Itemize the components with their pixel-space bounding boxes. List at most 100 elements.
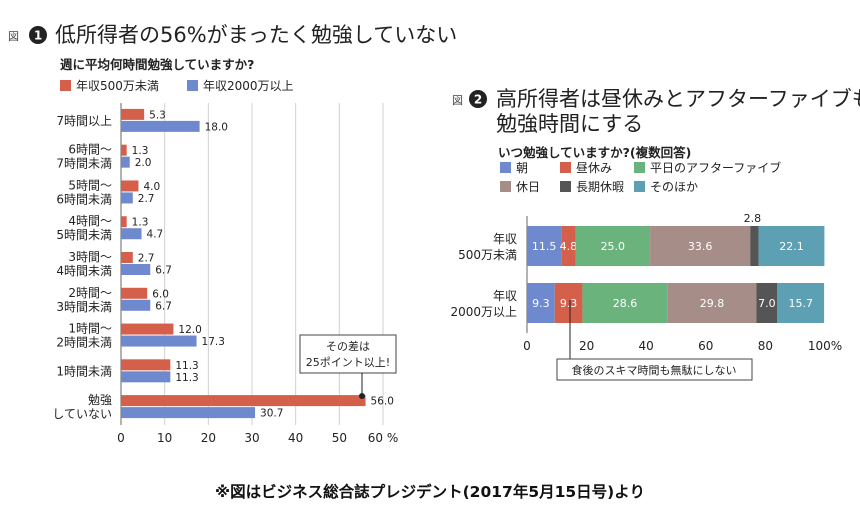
figure1-bar (121, 287, 148, 299)
figure2-segment (575, 226, 651, 266)
figure1-category-label: 6時間未満 (56, 192, 112, 206)
figure2-callout-text: 食後のスキマ時間も無駄にしない (572, 363, 737, 377)
figure1-callout-dot (359, 393, 365, 399)
figure1-bar (121, 228, 142, 240)
figure1-value-label: 6.7 (155, 300, 172, 312)
figure2-title-line2: 勉強時間にする (496, 112, 643, 136)
figure1-tick-label: 50 (332, 431, 347, 445)
figure1-bar (121, 299, 151, 311)
figure2-category-label: 2000万以上 (450, 305, 517, 319)
figure2-value-label: 11.5 (532, 240, 557, 253)
figure1-bar (121, 120, 200, 132)
figure1-callout: その差は 25ポイント以上! (299, 334, 397, 399)
figure1-tick-label: 30 (244, 431, 259, 445)
figure1-badge-icon (29, 26, 47, 44)
figure2-tick-label: 40 (639, 339, 654, 353)
figure1-tick-label: 40 (288, 431, 303, 445)
figure1-value-label: 2.7 (138, 253, 155, 265)
figure1-category-label: 3時間未満 (56, 300, 112, 314)
figure1-value-label: 2.0 (135, 157, 152, 169)
figure1-legend-swatch-low (60, 80, 71, 91)
figure1-bar (121, 335, 197, 347)
source-footer: ※図はビジネス総合誌プレジデント(2017年5月15日号)より (215, 482, 645, 501)
figure1-category-label: 1時間未満 (56, 364, 112, 378)
figure2-title-line1: 高所得者は昼休みとアフターファイブも (496, 87, 860, 111)
figure2-segment (527, 283, 555, 323)
figure1-category-label: 3時間〜 (68, 250, 112, 264)
figure2-value-label: 22.1 (779, 240, 804, 253)
figure1-category-label: 7時間未満 (56, 157, 112, 171)
figure1-legend-low: 年収500万未満 (76, 79, 159, 93)
figure1-subtitle: 週に平均何時間勉強していますか? (60, 57, 254, 72)
figure2-legend-swatch (500, 181, 511, 192)
figure1-category-label: 2時間〜 (68, 286, 112, 300)
figure1-bar (121, 395, 366, 407)
figure1-category-label: 4時間〜 (68, 214, 112, 228)
figure1-bar (121, 192, 133, 204)
figure1-bar (121, 156, 130, 168)
figure2-legend-swatch (634, 181, 645, 192)
figure1-legend-high: 年収2000万以上 (203, 79, 294, 93)
figure2-legend-label: 長期休暇 (576, 180, 624, 194)
figure1-label: 図 (8, 30, 19, 43)
figure2-tick-label: 60 (698, 339, 713, 353)
figure2-segment (582, 283, 668, 323)
figure1-bar (121, 371, 171, 383)
figure1-category-label: していない (52, 407, 112, 421)
figure2-legend-swatch (500, 162, 511, 173)
figure2-tick-label: 20 (579, 339, 594, 353)
figure2-legend-label: 平日のアフターファイブ (650, 160, 781, 175)
figure2-badge-icon (469, 90, 487, 108)
figure2-value-label: 33.6 (688, 240, 713, 253)
figure1-value-label: 12.0 (178, 324, 201, 336)
figure1-callout-line1: その差は (326, 339, 370, 353)
figure1-value-label: 5.3 (149, 109, 166, 121)
figure1-badge-number: 1 (34, 29, 42, 43)
figure1-category-label: 4時間未満 (56, 264, 112, 278)
figure2-segment (667, 283, 757, 323)
figure2-segment (750, 226, 759, 266)
figure1-tick-label: 20 (201, 431, 216, 445)
figure2-segment (756, 283, 778, 323)
figure2-segment (777, 283, 825, 323)
figure2-value-label: 7.0 (758, 297, 776, 310)
figure2-segment (561, 226, 576, 266)
figure1-category-label: 2時間未満 (56, 336, 112, 350)
figure1-bar (121, 407, 256, 419)
figure2-legend-label: 昼休み (576, 161, 612, 175)
figure2-badge-number: 2 (474, 93, 482, 107)
figure2-callout: 食後のスキマ時間も無駄にしない (556, 300, 753, 381)
figure2-category-label: 年収 (493, 289, 517, 303)
figure2-value-label: 15.7 (788, 297, 813, 310)
figure1-chart: 0 10 20 30 40 50 60 %7時間以上 5.318.06時間〜7時間未満1.32… (52, 103, 398, 445)
figure2-tick-label: 0 (523, 339, 531, 353)
figure2-segment (527, 226, 562, 266)
figure1-bar (121, 252, 133, 263)
figure1-bar (121, 323, 174, 335)
figure1-value-label: 4.7 (147, 229, 164, 241)
figure1-tick-label: 60 % (368, 431, 399, 445)
figure1-legend-swatch-high (187, 80, 198, 91)
figure1-bar (121, 216, 127, 228)
figure2-chart: 0 20 40 60 80 100% 年収 500万未満 11.5 4.8 25.0 33.6 2.8 2… (450, 212, 842, 353)
figure1-value-label: 56.0 (371, 396, 394, 408)
figure2-value-label: 9.3 (532, 297, 550, 310)
figure1-value-label: 1.3 (132, 145, 149, 157)
figure2-value-label: 29.8 (700, 297, 725, 310)
figure1-value-label: 30.7 (260, 408, 283, 420)
figure2-legend-swatch (634, 162, 645, 173)
figure2-segment (650, 226, 751, 266)
figure1-value-label: 4.0 (143, 181, 160, 193)
figure1-value-label: 17.3 (202, 336, 225, 348)
figure2-tick-label: 80 (758, 339, 773, 353)
figure2-segment (554, 283, 583, 323)
figure1-value-label: 6.0 (152, 288, 169, 300)
figure2-legend-label: そのほか (650, 180, 698, 194)
figure2-legend-swatch (560, 162, 571, 173)
figure1-category-label: 5時間〜 (68, 178, 112, 192)
figure1-value-label: 1.3 (132, 217, 149, 229)
figure2-legend-swatch (560, 181, 571, 192)
figure1-value-label: 6.7 (155, 265, 172, 277)
figure1-category-label: 1時間〜 (68, 322, 112, 336)
figure1-value-label: 11.3 (175, 360, 198, 372)
